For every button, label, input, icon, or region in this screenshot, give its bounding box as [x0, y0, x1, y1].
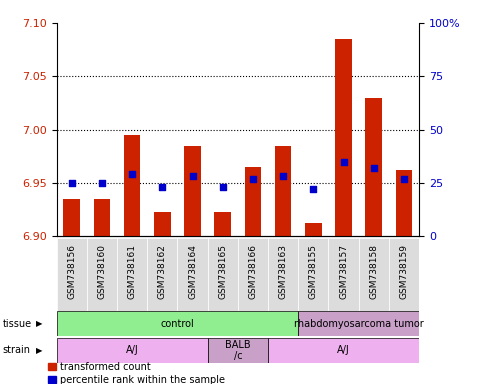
Bar — [268, 238, 298, 311]
Point — [189, 174, 197, 180]
Bar — [298, 311, 419, 336]
Point — [370, 165, 378, 171]
Text: GSM738162: GSM738162 — [158, 244, 167, 299]
Bar — [57, 238, 87, 311]
Text: ▶: ▶ — [35, 319, 42, 328]
Bar — [389, 238, 419, 311]
Bar — [94, 199, 110, 236]
Text: GSM738155: GSM738155 — [309, 244, 318, 299]
Text: GSM738157: GSM738157 — [339, 244, 348, 299]
Bar — [57, 338, 208, 363]
Bar — [305, 223, 321, 236]
Bar — [208, 238, 238, 311]
Bar — [147, 238, 177, 311]
Text: rhabdomyosarcoma tumor: rhabdomyosarcoma tumor — [294, 318, 423, 329]
Bar — [64, 199, 80, 236]
Text: GSM738156: GSM738156 — [67, 244, 76, 299]
Text: tissue: tissue — [2, 318, 32, 329]
Text: A/J: A/J — [337, 345, 350, 356]
Point — [310, 186, 317, 192]
Text: GSM738164: GSM738164 — [188, 244, 197, 299]
Point — [128, 171, 136, 177]
Bar — [87, 238, 117, 311]
Bar — [154, 212, 171, 236]
Point — [98, 180, 106, 186]
Text: GSM738166: GSM738166 — [248, 244, 257, 299]
Point — [340, 159, 348, 165]
Legend: transformed count, percentile rank within the sample: transformed count, percentile rank withi… — [44, 358, 229, 384]
Text: GSM738160: GSM738160 — [98, 244, 106, 299]
Bar — [298, 238, 328, 311]
Bar — [124, 135, 141, 236]
Bar — [117, 238, 147, 311]
Text: GSM738165: GSM738165 — [218, 244, 227, 299]
Bar — [177, 238, 208, 311]
Text: control: control — [161, 318, 194, 329]
Bar — [184, 146, 201, 236]
Bar — [57, 311, 298, 336]
Bar — [245, 167, 261, 236]
Text: GSM738158: GSM738158 — [369, 244, 378, 299]
Bar — [208, 338, 268, 363]
Bar — [328, 238, 358, 311]
Bar — [238, 238, 268, 311]
Point — [279, 174, 287, 180]
Bar — [365, 98, 382, 236]
Text: A/J: A/J — [126, 345, 139, 356]
Point — [219, 184, 227, 190]
Point — [400, 175, 408, 182]
Bar — [275, 146, 291, 236]
Bar — [396, 170, 412, 236]
Bar — [214, 212, 231, 236]
Text: BALB
/c: BALB /c — [225, 339, 250, 361]
Text: ▶: ▶ — [35, 346, 42, 355]
Point — [68, 180, 76, 186]
Text: strain: strain — [2, 345, 31, 356]
Text: GSM738159: GSM738159 — [399, 244, 409, 299]
Bar — [359, 238, 389, 311]
Bar — [335, 39, 352, 236]
Point — [249, 175, 257, 182]
Text: GSM738163: GSM738163 — [279, 244, 288, 299]
Point — [158, 184, 166, 190]
Bar — [268, 338, 419, 363]
Text: GSM738161: GSM738161 — [128, 244, 137, 299]
